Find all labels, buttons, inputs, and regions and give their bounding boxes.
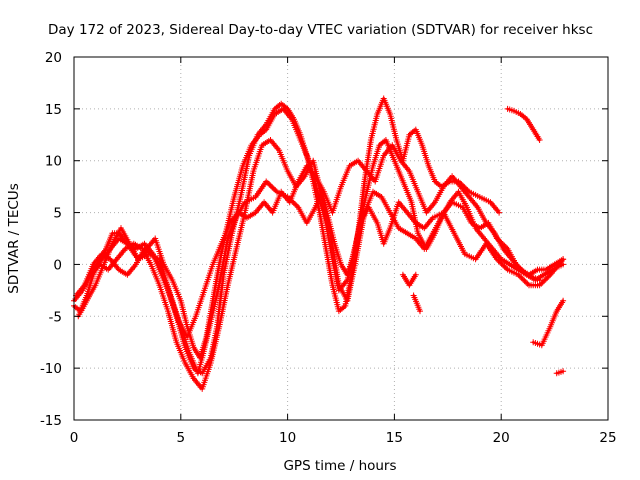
series-track-6: [504, 105, 543, 143]
x-tick-label: 20: [493, 430, 510, 446]
series-track-8: [553, 368, 567, 377]
series-line: [83, 97, 501, 375]
series-markers: [81, 95, 503, 377]
series-markers: [530, 297, 567, 349]
chart-title: Day 172 of 2023, Sidereal Day-to-day VTE…: [48, 22, 593, 38]
series-track-9: [399, 271, 419, 289]
series-line: [77, 107, 541, 359]
series-track-3: [75, 105, 543, 361]
x-axis-label: GPS time / hours: [283, 458, 396, 474]
series-track-10: [410, 292, 423, 315]
series-track-5: [73, 142, 567, 340]
x-tick-label: 15: [386, 430, 403, 446]
series-markers: [504, 105, 543, 143]
series-markers: [553, 368, 567, 377]
data-series: [71, 95, 567, 392]
y-tick-label: -10: [40, 361, 62, 377]
plot-frame: [73, 56, 609, 421]
y-tick-label: 0: [53, 257, 62, 273]
series-track-7: [530, 297, 567, 349]
series-markers: [75, 105, 543, 361]
series-markers: [73, 142, 567, 340]
y-tick-label: -5: [49, 309, 62, 325]
series-markers: [410, 292, 423, 315]
series-line: [506, 107, 541, 142]
series-markers: [399, 271, 419, 289]
x-tick-label: 25: [599, 430, 616, 446]
x-tick-label: 5: [177, 430, 186, 446]
y-tick-label: 15: [45, 102, 62, 118]
series-track-4: [81, 95, 503, 377]
y-tick-label: -15: [40, 413, 62, 429]
y-axis-label-wrap: SDTVAR / TECUs: [6, 183, 22, 293]
y-tick-label: 5: [53, 206, 62, 222]
y-tick-label: 10: [45, 154, 62, 170]
series-line: [74, 143, 565, 339]
y-tick-label: 20: [45, 50, 62, 66]
x-tick-label: 10: [279, 430, 296, 446]
axis-ticks: 0 5 10 15 20 25 -15 -10 -5 0 5 10 15 20: [40, 50, 617, 446]
x-tick-label: 0: [70, 430, 79, 446]
y-axis-label: SDTVAR / TECUs: [6, 183, 22, 293]
